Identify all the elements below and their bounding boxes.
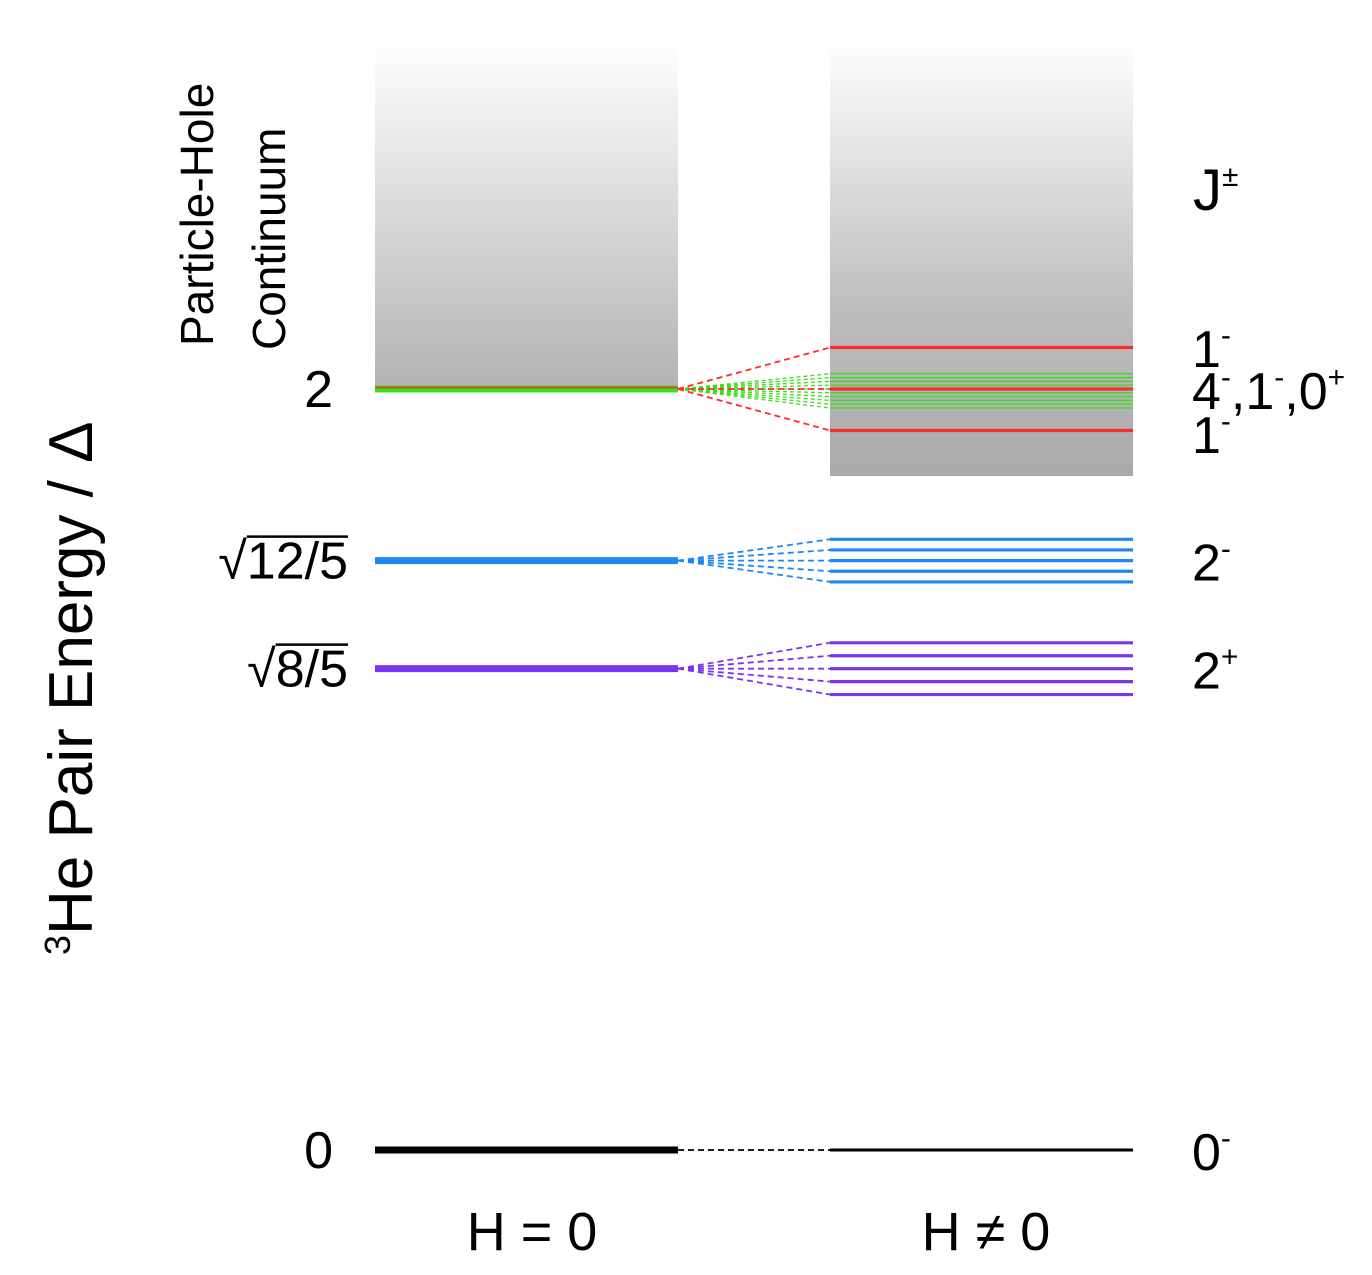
splitting-connector-2plus-3 xyxy=(677,654,831,670)
energy-levels xyxy=(375,345,1133,1154)
splitting-connector-green-multiplet-7 xyxy=(677,380,831,390)
column-label-h-nonzero: H ≠ 0 xyxy=(922,1202,1051,1262)
j-label-parity: - xyxy=(1221,1122,1231,1155)
j-label-value: 1 xyxy=(1192,321,1221,379)
j-label-value: 0 xyxy=(1192,1124,1221,1182)
j-label-value: ,1 xyxy=(1231,363,1274,421)
sqrt-sign: √ xyxy=(218,533,247,591)
j-header-superscript: ± xyxy=(1222,160,1238,193)
energy-tick-labels: 0√8/5√12/52 xyxy=(218,361,348,1180)
splitting-connector-green-multiplet-6 xyxy=(677,384,831,390)
j-label-parity: + xyxy=(1328,361,1346,394)
splitting-connector-2plus-0 xyxy=(677,667,831,696)
continuum-label-line1: Particle-Hole xyxy=(171,83,223,346)
splitting-connector-2minus-0 xyxy=(677,559,831,583)
j-label-value: 2 xyxy=(1192,535,1221,593)
j-label-2minus: 2- xyxy=(1192,533,1231,593)
j-label-extra-1: 4-,1-,0+ xyxy=(1192,361,1345,421)
splitting-connector-green-multiplet-0 xyxy=(677,388,831,409)
j-label-parity: + xyxy=(1221,641,1239,674)
j-label-value: 2 xyxy=(1192,643,1221,701)
j-header: J± xyxy=(1193,158,1238,223)
j-label-2plus: 2+ xyxy=(1192,641,1238,701)
y-axis-label-main: He Pair Energy / Δ xyxy=(37,421,106,935)
splitting-connector-green-multiplet-3 xyxy=(677,388,831,398)
continuum-label-line2: Continuum xyxy=(243,128,295,350)
j-label-extra-0: 1- xyxy=(1192,319,1231,379)
j-quantum-number-labels: 0-2+2-1-4-,1-,0+1- xyxy=(1192,319,1345,1182)
continuum-band-left xyxy=(375,40,678,392)
j-label-value: ,0 xyxy=(1284,363,1327,421)
sqrt-argument: 8/5 xyxy=(276,641,348,699)
tick-label-green-multiplet: 2 xyxy=(304,361,333,419)
splitting-connector-2minus-4 xyxy=(677,538,831,562)
j-label-parity: - xyxy=(1221,533,1231,566)
splitting-connector-green-multiplet-9 xyxy=(677,373,831,390)
splitting-connector-red-1minus-0 xyxy=(677,388,831,432)
splitting-connector-green-multiplet-1 xyxy=(677,388,831,405)
j-label-value: 1 xyxy=(1192,407,1221,465)
splitting-connector-2minus-3 xyxy=(677,549,831,562)
y-axis-label: 3He Pair Energy / Δ xyxy=(37,421,106,955)
splitting-connector-green-multiplet-2 xyxy=(677,388,831,402)
sqrt-argument: 12/5 xyxy=(247,533,348,591)
splitting-connector-2plus-4 xyxy=(677,641,831,670)
y-axis-label-superscript: 3 xyxy=(37,935,78,955)
j-label-extra-2: 1- xyxy=(1192,405,1231,465)
j-label-ground: 0- xyxy=(1192,1122,1231,1182)
splitting-connector-2plus-1 xyxy=(677,667,831,683)
splitting-connector-green-multiplet-8 xyxy=(677,376,831,390)
splitting-connector-green-multiplet-4 xyxy=(677,388,831,394)
j-label-parity: - xyxy=(1221,405,1231,438)
j-label-parity: - xyxy=(1221,319,1231,352)
j-label-parity: - xyxy=(1221,361,1231,394)
j-label-value: 4 xyxy=(1192,363,1221,421)
j-header-base: J xyxy=(1193,158,1222,223)
continuum-band-right xyxy=(830,40,1133,476)
j-label-parity: - xyxy=(1274,361,1284,394)
sqrt-sign: √ xyxy=(247,641,276,699)
tick-label-2plus: √8/5 xyxy=(247,641,348,699)
splitting-connector-2minus-1 xyxy=(677,559,831,573)
tick-label-2minus: √12/5 xyxy=(218,533,348,591)
tick-label-ground: 0 xyxy=(304,1122,333,1180)
splitting-connector-red-1minus-2 xyxy=(677,346,831,390)
column-label-h-zero: H = 0 xyxy=(467,1202,598,1262)
